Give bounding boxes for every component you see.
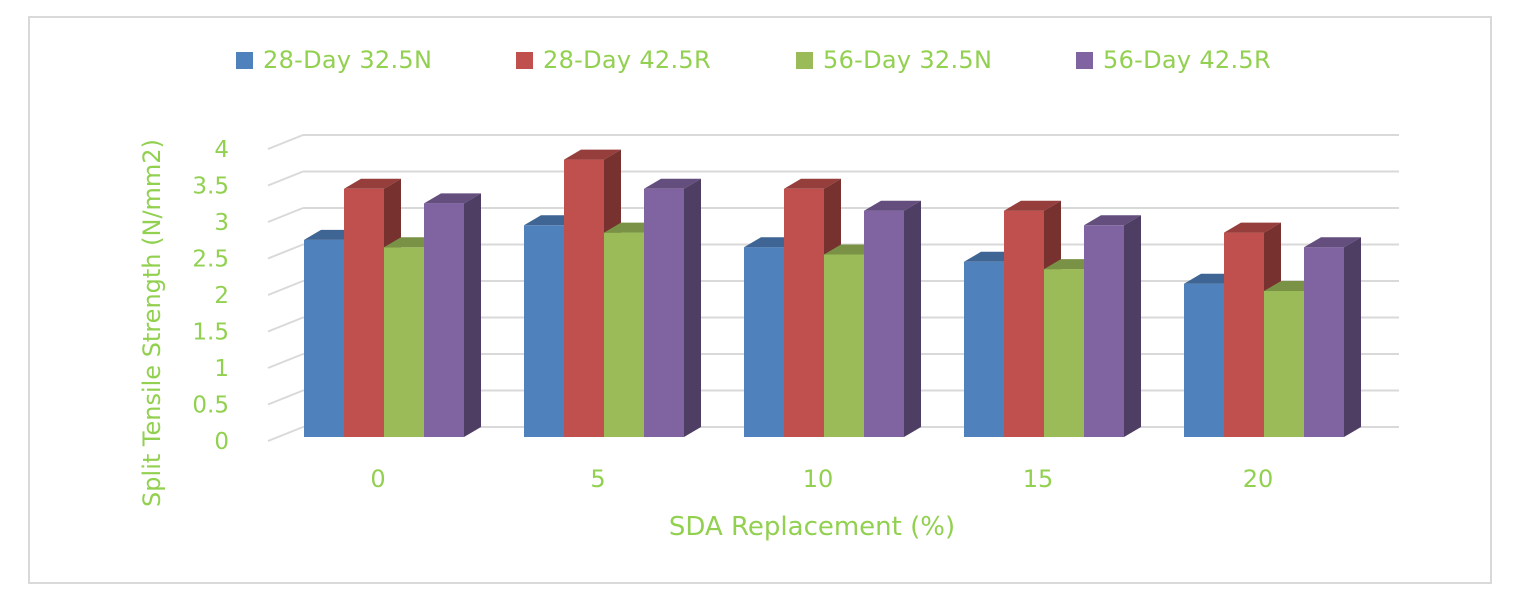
x-axis-title: SDA Replacement (%) (669, 512, 955, 542)
bar (344, 188, 384, 437)
bar-side (684, 178, 701, 438)
legend-swatch (796, 51, 813, 69)
bar (824, 254, 864, 437)
bar (1224, 232, 1264, 437)
x-tick-label: 20 (1243, 465, 1274, 493)
y-tick-label: 3.5 (192, 174, 229, 200)
x-tick-label: 0 (370, 465, 385, 493)
bar-top (424, 193, 481, 204)
bar (864, 210, 904, 437)
bar (744, 247, 784, 437)
bar-top (1224, 222, 1281, 233)
y-tick-label: 2 (214, 283, 229, 309)
y-axis-title: Split Tensile Strength (N/mm2) (138, 139, 166, 507)
x-tick-label: 15 (1023, 465, 1054, 493)
legend-item-28day-42-5r: 28-Day 42.5R (516, 40, 711, 80)
bar (384, 247, 424, 437)
gridline-depth (267, 280, 304, 296)
legend-swatch (516, 51, 533, 69)
bar (524, 225, 564, 437)
gridline-depth (267, 389, 304, 406)
gridline-depth (267, 170, 304, 187)
bar-top (784, 178, 841, 189)
bar-top (1004, 200, 1061, 211)
gridline-depth (267, 426, 304, 442)
bar (964, 261, 1004, 437)
bar-top (564, 149, 621, 160)
bar-top (1304, 237, 1361, 248)
bar (784, 188, 824, 437)
bar-side (904, 200, 921, 437)
y-tick-label: 1 (214, 356, 229, 382)
bar (644, 188, 684, 437)
bar (1264, 291, 1304, 437)
y-tick-label: 4 (214, 137, 229, 163)
legend-label: 56-Day 42.5R (1103, 46, 1271, 74)
x-tick-label: 10 (803, 465, 834, 493)
y-tick-label: 2.5 (192, 247, 229, 273)
legend-label: 28-Day 32.5N (263, 46, 433, 74)
bar (304, 239, 344, 437)
x-tick-label: 5 (590, 465, 605, 493)
legend-label: 28-Day 42.5R (543, 46, 711, 74)
y-tick-label: 0 (214, 429, 229, 455)
legend-swatch (236, 51, 253, 69)
bar (1184, 283, 1224, 437)
legend-swatch (1076, 51, 1093, 69)
gridline-depth (267, 316, 304, 333)
bar-top (1084, 215, 1141, 226)
y-tick-label: 0.5 (192, 393, 229, 419)
bar-top (344, 178, 401, 189)
gridline-depth (267, 353, 304, 369)
legend-item-28day-32-5n: 28-Day 32.5N (236, 40, 432, 80)
bar-side (1124, 215, 1141, 437)
bar (1004, 210, 1044, 437)
bar-side (464, 193, 481, 437)
bar (604, 232, 644, 437)
bar (564, 159, 604, 437)
gridline-depth (267, 243, 304, 260)
bar (424, 203, 464, 437)
y-tick-label: 3 (214, 210, 229, 236)
bar-top (644, 178, 701, 189)
bar (1084, 225, 1124, 437)
legend-item-56day-42-5r: 56-Day 42.5R (1076, 40, 1271, 80)
bar (1304, 247, 1344, 437)
bar-side (1344, 237, 1361, 437)
y-tick-label: 1.5 (192, 320, 229, 346)
gridline-depth (267, 207, 304, 223)
bar-top (864, 200, 921, 211)
bar (1044, 269, 1084, 437)
gridline-depth (267, 134, 304, 150)
legend-label: 56-Day 32.5N (823, 46, 993, 74)
legend-item-56day-32-5n: 56-Day 32.5N (796, 40, 992, 80)
chart-legend: 28-Day 32.5N 28-Day 42.5R 56-Day 32.5N 5… (0, 40, 1525, 80)
